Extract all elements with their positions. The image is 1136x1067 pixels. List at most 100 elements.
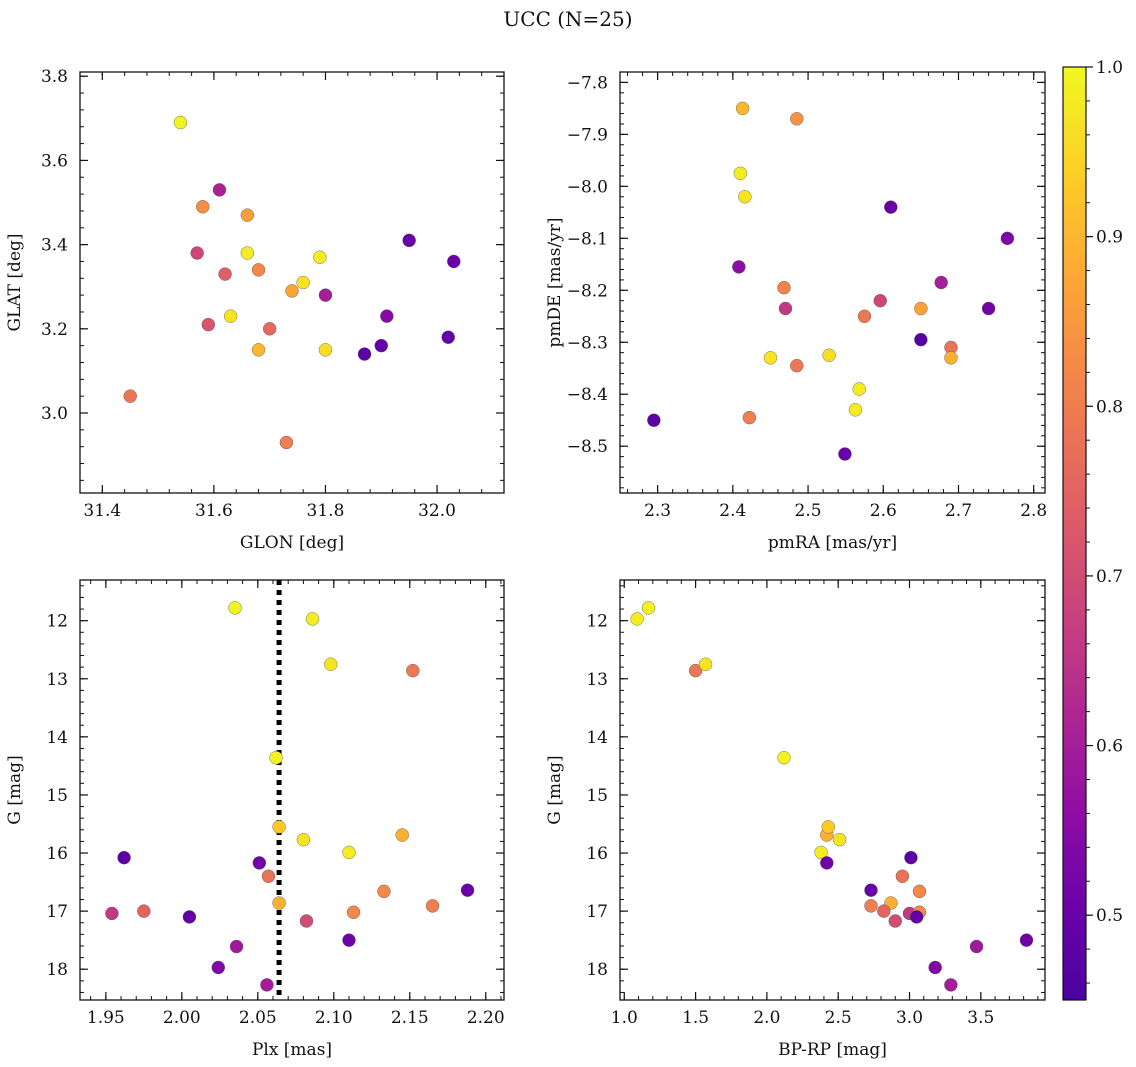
y-tick-label: −8.0 (567, 177, 608, 197)
y-tick-label: 14 (586, 728, 608, 748)
data-point (647, 413, 661, 427)
colorbar-tick-label: 0.9 (1096, 228, 1123, 248)
data-point (777, 751, 791, 765)
data-point (944, 351, 958, 365)
y-tick-label: −8.5 (567, 437, 608, 457)
axes-frame (79, 71, 505, 494)
y-tick-label: 12 (46, 612, 68, 632)
data-point (211, 960, 225, 975)
data-point (251, 343, 266, 357)
data-point (460, 883, 475, 897)
data-point (852, 382, 866, 396)
y-axis-label: G [mag] (5, 755, 25, 824)
data-point (877, 904, 891, 918)
x-tick-label: 2.0 (753, 1008, 780, 1028)
data-point (357, 347, 372, 361)
colorbar: 0.5 0.6 0.7 0.8 0.9 1.0 (1062, 58, 1123, 1001)
data-point (735, 101, 750, 116)
data-point (738, 190, 752, 204)
axes-frame (619, 579, 1046, 1001)
y-tick-label: 13 (46, 670, 68, 690)
data-point (137, 904, 151, 918)
colorbar-tick-label: 0.6 (1096, 737, 1123, 757)
data-point (299, 914, 314, 928)
data-point (260, 978, 274, 992)
data-point (641, 601, 656, 615)
data-point (790, 112, 804, 126)
data-point (240, 208, 255, 222)
x-tick-label: 2.4 (719, 501, 746, 521)
data-point (380, 309, 394, 323)
data-point (742, 410, 757, 425)
data-point (318, 343, 333, 357)
axes-frame (79, 579, 505, 1001)
y-axis-label: GLAT [deg] (5, 233, 25, 331)
data-point (296, 832, 311, 847)
data-point (1000, 231, 1015, 246)
data-point (395, 828, 409, 842)
data-point (732, 260, 746, 274)
data-point (223, 309, 238, 323)
data-point (296, 275, 310, 290)
y-tick-label: −7.9 (567, 125, 608, 145)
data-point (884, 200, 898, 214)
data-point (873, 293, 887, 308)
data-point (688, 663, 703, 678)
data-point (733, 166, 748, 181)
x-tick-label: 32.0 (418, 501, 456, 521)
x-tick-label: 2.00 (163, 1008, 201, 1028)
x-tick-label: 2.7 (945, 501, 972, 521)
data-point (201, 317, 216, 332)
y-tick-label: 17 (586, 902, 608, 922)
y-tick-label: 13 (586, 670, 608, 690)
data-point (848, 403, 863, 417)
panel-1: 31.4 31.6 31.8 32.0 3.0 3.2 3.4 3.6 3.8 GLON [deg… (5, 67, 505, 553)
data-point (318, 288, 333, 302)
data-point (252, 856, 267, 870)
data-point (346, 905, 361, 919)
data-point (269, 751, 283, 765)
data-point (832, 832, 847, 847)
y-tick-label: 17 (46, 902, 68, 922)
data-point (313, 250, 327, 264)
data-point (240, 246, 255, 260)
data-point (272, 820, 286, 834)
data-point (447, 254, 461, 269)
data-point (342, 845, 356, 860)
data-point (981, 301, 996, 316)
data-point (864, 899, 878, 913)
x-tick-label: 3.5 (967, 1008, 994, 1028)
y-axis-label: G [mag] (545, 755, 565, 824)
x-tick-label: 2.15 (391, 1008, 429, 1028)
x-tick-label: 2.6 (870, 501, 897, 521)
x-tick-label: 31.6 (195, 501, 233, 521)
x-tick-label: 2.05 (239, 1008, 277, 1028)
data-point (117, 850, 131, 865)
data-point (305, 612, 320, 626)
y-axis-label: pmDE [mas/yr] (545, 217, 565, 347)
data-point (406, 663, 420, 678)
data-point (374, 338, 388, 353)
colorbar-tick-label: 0.7 (1096, 567, 1123, 587)
data-point (123, 389, 137, 403)
data-point (285, 284, 299, 298)
data-point (441, 330, 455, 344)
y-tick-label: 3.0 (41, 404, 68, 424)
x-tick-label: 1.5 (682, 1008, 709, 1028)
data-point (777, 280, 791, 295)
x-axis-label: GLON [deg] (240, 533, 344, 553)
data-point (820, 856, 834, 870)
panels: 31.4 31.6 31.8 32.0 3.0 3.2 3.4 3.6 3.8 GLON [deg… (5, 67, 1047, 1060)
data-point (904, 850, 918, 865)
y-tick-label: 12 (586, 612, 608, 632)
data-point (857, 309, 872, 323)
y-tick-label: 18 (46, 960, 68, 980)
y-tick-label: −8.3 (567, 333, 608, 353)
data-point (630, 612, 644, 626)
data-point (914, 301, 928, 316)
data-point (763, 351, 778, 365)
x-tick-label: 31.4 (83, 501, 121, 521)
panel-2: 2.3 2.4 2.5 2.6 2.7 2.8 −7.8 −7.9 −8.0 −8.1 −8.2 −8… (545, 71, 1047, 553)
colorbar-gradient (1062, 66, 1087, 1001)
y-tick-label: 3.8 (41, 67, 68, 87)
